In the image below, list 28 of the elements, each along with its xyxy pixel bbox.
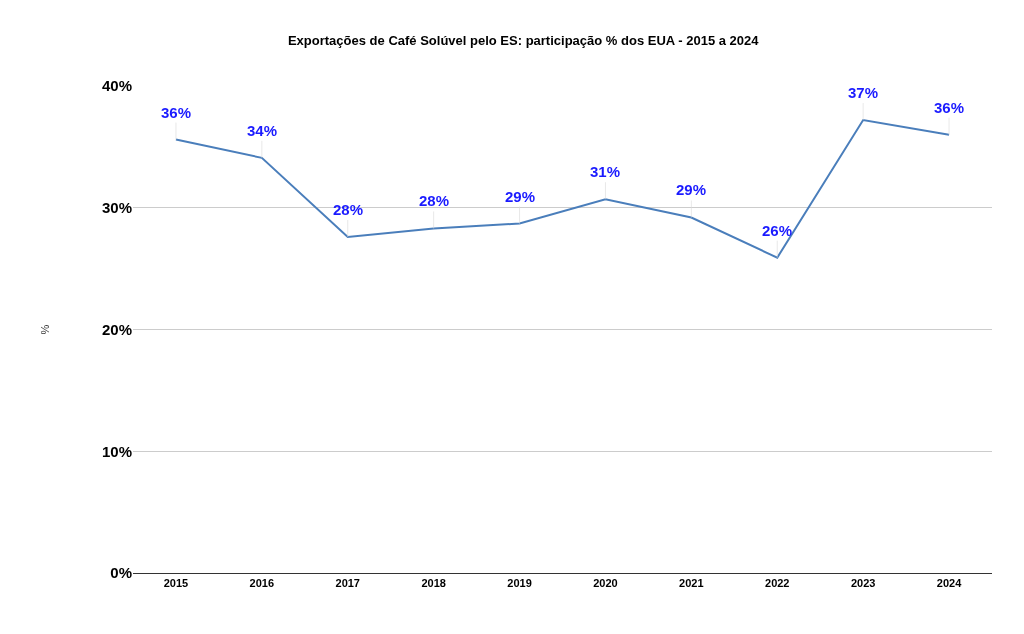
- y-tick-label: 0%: [110, 564, 132, 582]
- data-label: 36%: [934, 99, 965, 116]
- x-tick-label: 2021: [679, 577, 704, 590]
- x-tick-label: 2019: [507, 577, 532, 590]
- data-label: 31%: [590, 163, 621, 180]
- y-axis-title: %: [38, 324, 51, 335]
- line-series: [174, 119, 951, 259]
- y-tick-label: 20%: [101, 320, 132, 338]
- data-label: 28%: [419, 192, 450, 209]
- x-tick-label: 2015: [163, 577, 189, 590]
- data-label: 29%: [505, 188, 536, 205]
- data-label: 28%: [333, 201, 364, 218]
- x-tick-label: 2020: [593, 577, 618, 590]
- data-label: 36%: [161, 104, 192, 121]
- y-tick-label: 10%: [101, 442, 132, 460]
- data-label: 26%: [762, 222, 793, 239]
- y-tick-label: 40%: [101, 77, 132, 95]
- x-tick-label: 2018: [421, 577, 446, 590]
- data-label: 37%: [848, 84, 879, 101]
- data-label: 29%: [676, 181, 707, 198]
- y-tick-label: 30%: [101, 199, 132, 216]
- x-tick-label: 2017: [335, 577, 360, 590]
- x-tick-label: 2016: [249, 577, 275, 590]
- x-tick-label: 2023: [850, 577, 876, 590]
- x-tick-label: 2022: [765, 577, 790, 590]
- chart-title: Exportações de Café Solúvel pelo ES: participação % dos EUA - 2015 a 2024: [287, 32, 760, 48]
- data-label: 34%: [247, 122, 278, 139]
- x-tick-label: 2024: [936, 577, 963, 590]
